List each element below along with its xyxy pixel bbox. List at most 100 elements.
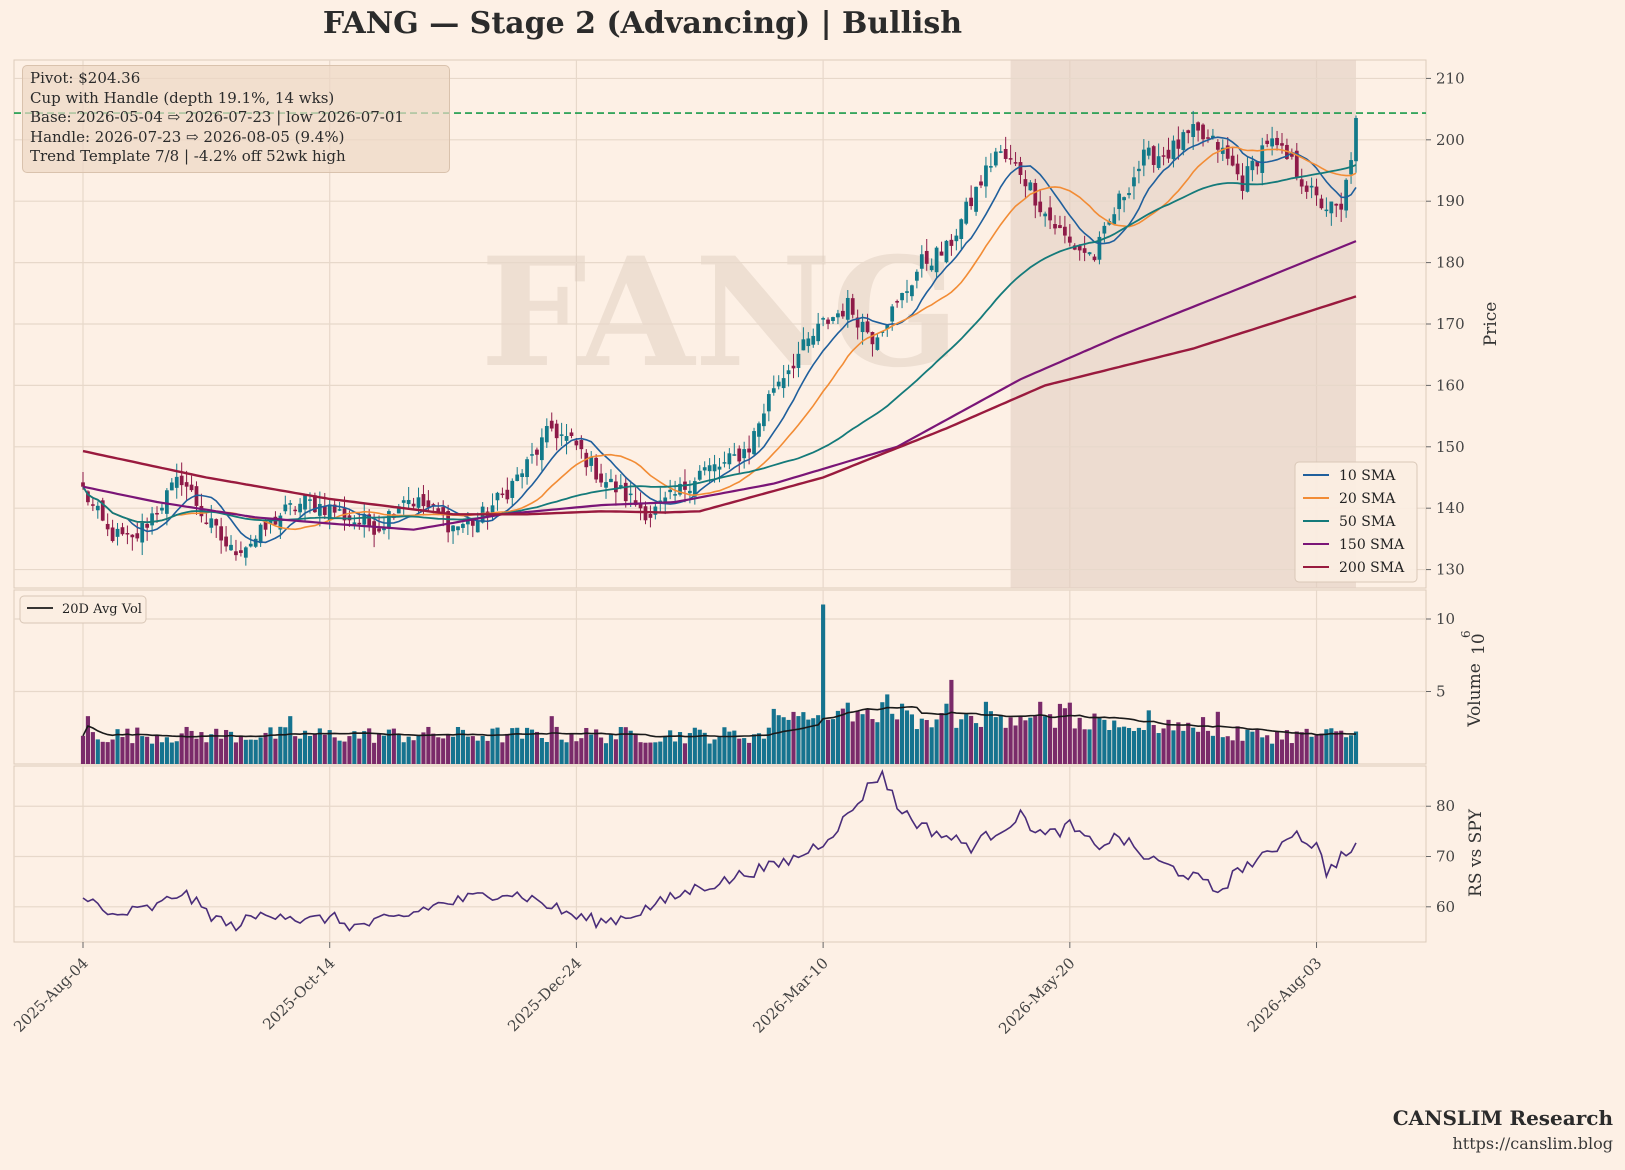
volume-bar (821, 604, 826, 764)
legend-label: 20D Avg Vol (62, 602, 142, 617)
candle-body (1018, 162, 1023, 175)
candle-body (224, 536, 228, 547)
volume-bar (742, 738, 747, 764)
candle-body (81, 482, 85, 487)
candle-body (1171, 140, 1176, 160)
volume-bar (747, 742, 752, 764)
candle-body (456, 526, 460, 531)
volume-bar (944, 703, 949, 764)
volume-bar (1240, 740, 1245, 764)
volume-bar (633, 734, 638, 764)
volume-bar (969, 715, 974, 764)
candle-body (214, 519, 219, 526)
volume-bar (1171, 730, 1176, 764)
volume-bar (194, 738, 199, 764)
volume-bar (850, 721, 855, 764)
candle-body (1220, 147, 1225, 154)
candle-body (90, 504, 95, 506)
candle-body (298, 503, 302, 513)
candle-body (100, 500, 105, 521)
volume-bar (835, 710, 840, 764)
candle-body (165, 490, 169, 514)
volume-bar (786, 719, 791, 764)
sma-line-50sma (82, 164, 1357, 524)
candle-body (110, 527, 115, 542)
volume-bar (1087, 729, 1092, 764)
candle-body (855, 317, 860, 328)
candle-body (969, 197, 974, 207)
candle-body (653, 506, 658, 515)
volume-bar (302, 730, 308, 764)
volume-bar (1072, 728, 1077, 764)
candle-body (786, 370, 791, 375)
volume-bar (1112, 720, 1117, 764)
candle-body (451, 525, 455, 532)
candle-body (367, 514, 372, 526)
volume-bar (589, 734, 594, 764)
candle-body (1082, 248, 1087, 253)
volume-bar (692, 727, 697, 764)
candle-body (979, 181, 983, 186)
volume-bar (1117, 727, 1122, 764)
volume-bar (184, 726, 189, 764)
rs-axis-label: RS vs SPY (1466, 808, 1486, 897)
candle-body (1077, 245, 1082, 251)
candle-body (234, 551, 238, 556)
candle-body (362, 514, 367, 525)
candle-body (258, 524, 263, 544)
candle-body (623, 482, 628, 502)
candle-body (609, 478, 613, 483)
volume-bar (1265, 735, 1270, 764)
volume-bar (228, 731, 234, 764)
candle-body (1334, 203, 1339, 206)
candle-body (989, 166, 993, 168)
volume-bar (668, 730, 673, 764)
volume-bar (367, 728, 372, 764)
volume-bar (238, 735, 243, 764)
volume-bar (1043, 716, 1048, 764)
volume-bar (534, 731, 540, 764)
candle-body (1289, 153, 1294, 157)
candle-body (1122, 197, 1126, 201)
price-tick-label: 170 (1436, 315, 1465, 333)
volume-bar (1200, 717, 1206, 764)
volume-bar (1304, 728, 1309, 764)
volume-bar (756, 733, 762, 764)
candle-body (1028, 182, 1033, 191)
volume-bar (372, 742, 377, 764)
volume-bar (727, 731, 732, 764)
candle-body (1275, 137, 1279, 146)
candle-body (387, 511, 391, 529)
volume-bar (658, 741, 663, 764)
candle-body (332, 504, 337, 513)
candle-body (544, 426, 549, 443)
candle-body (776, 381, 781, 387)
volume-bar (1018, 716, 1023, 764)
candle-body (929, 265, 934, 271)
volume-bar (1225, 736, 1230, 764)
volume-bar (1294, 731, 1299, 764)
volume-bar (830, 719, 836, 764)
candle-body (747, 448, 751, 453)
candle-body (530, 454, 534, 456)
candle-body (382, 527, 386, 531)
volume-bar (791, 711, 796, 764)
volume-bar (959, 719, 964, 764)
volume-bar (219, 738, 224, 764)
volume-bar (352, 731, 357, 764)
volume-bar (998, 714, 1003, 764)
candle-body (944, 240, 949, 263)
volume-bar (1284, 730, 1289, 764)
volume-bar (964, 714, 969, 764)
candle-body (826, 319, 830, 324)
volume-bar (406, 736, 411, 764)
volume-bar (875, 722, 880, 764)
volume-bar (983, 701, 989, 764)
candle-body (895, 301, 900, 303)
volume-bar (974, 723, 979, 764)
candle-body (722, 462, 727, 464)
candle-body (811, 335, 816, 345)
volume-bar (1329, 728, 1334, 764)
volume-axis-label: Volume (1465, 663, 1485, 728)
candle-body (885, 325, 890, 330)
